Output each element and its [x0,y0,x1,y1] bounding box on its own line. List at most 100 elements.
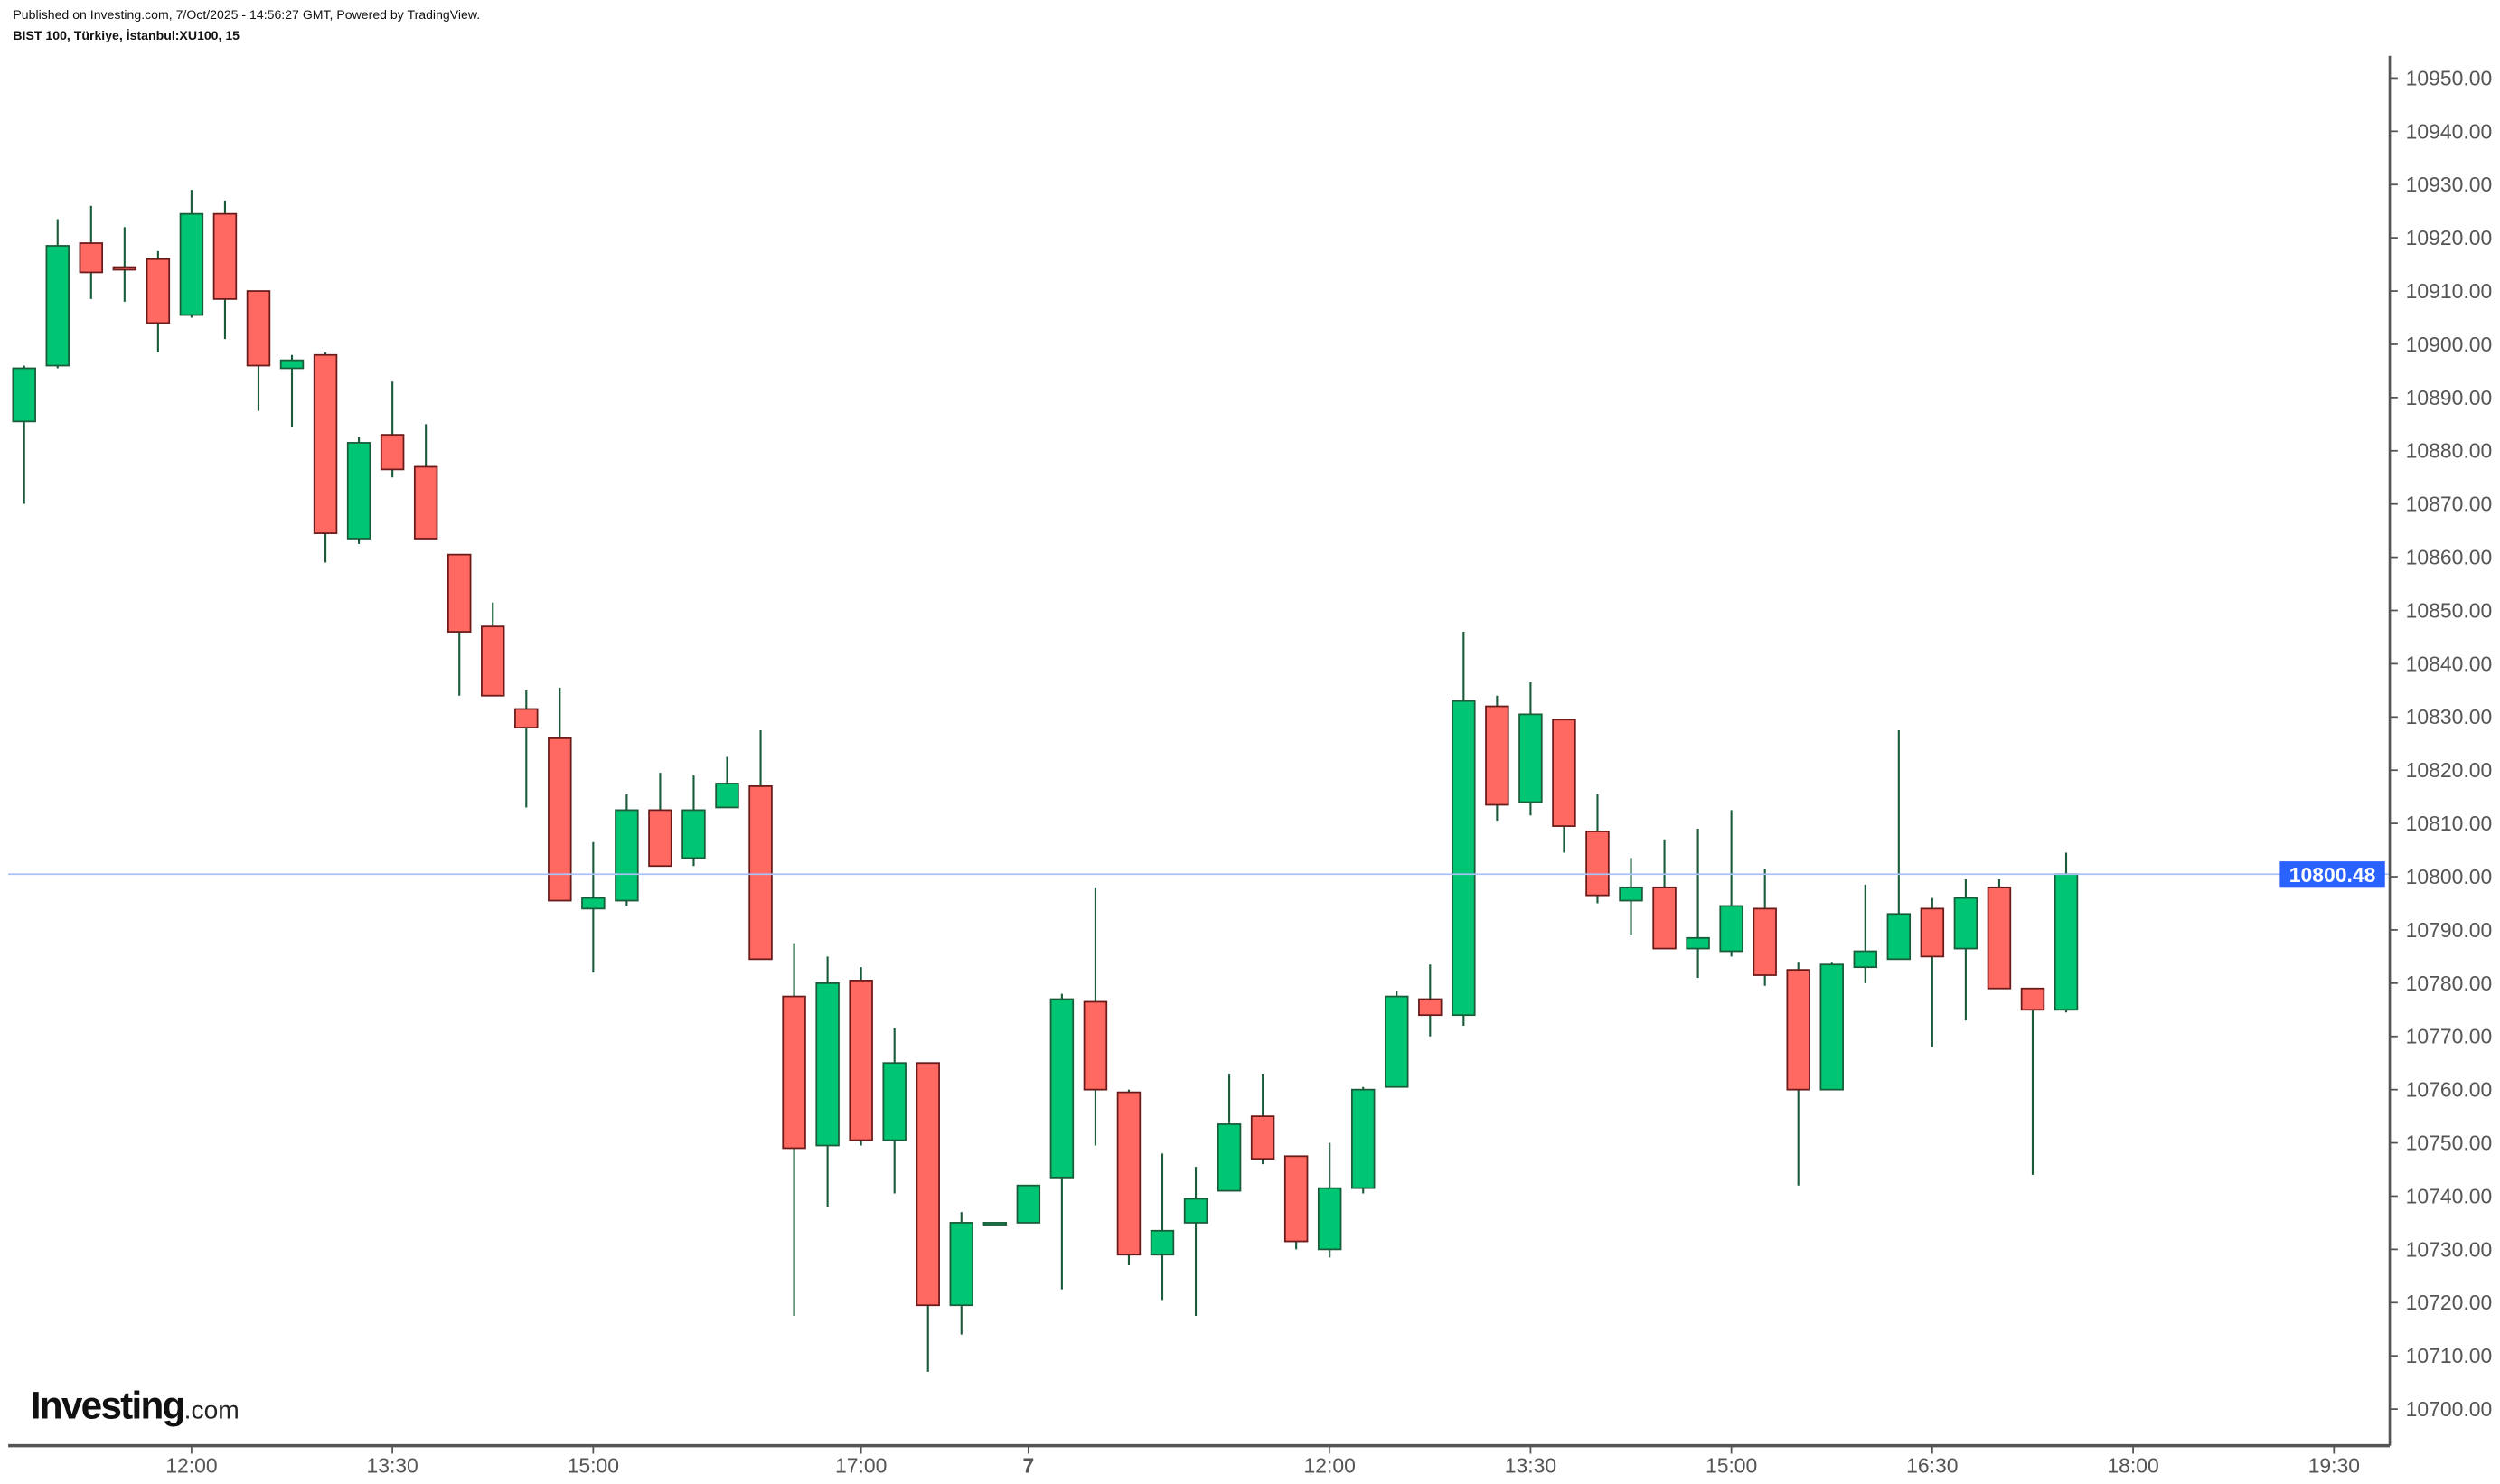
candle[interactable] [1418,964,1443,1037]
candle[interactable] [548,687,572,902]
candle[interactable] [1987,878,2012,990]
candle[interactable] [1753,869,1777,986]
candle-body-up [882,1062,907,1141]
candle[interactable] [1953,878,1978,1021]
candle-body-up [12,367,36,423]
candle[interactable] [45,219,70,369]
published-note: Published on Investing.com, 7/Oct/2025 -… [13,7,480,22]
candle-body-up [1016,1184,1041,1224]
candle[interactable] [112,227,137,302]
candle-body-up [179,212,204,316]
candle[interactable] [916,1062,940,1372]
price-tick-label: 10890.00 [2406,386,2493,409]
candle[interactable] [1217,1073,1242,1192]
candle[interactable] [1452,632,1476,1026]
price-tick-label: 10740.00 [2406,1184,2493,1207]
price-tick-label: 10790.00 [2406,918,2493,942]
candle[interactable] [279,354,305,427]
candle[interactable] [1652,839,1677,950]
candle-body-up [1619,886,1643,902]
candle-body-up [1049,998,1075,1179]
candle[interactable] [1518,682,1543,816]
candle-body-down [1585,831,1610,897]
candle[interactable] [1853,884,1878,983]
candle[interactable] [246,290,271,411]
time-tick-label: 19:30 [2308,1454,2360,1478]
candle[interactable] [581,841,606,973]
candle[interactable] [346,437,371,544]
candle[interactable] [79,205,104,299]
candle[interactable] [1317,1142,1342,1258]
candle[interactable] [1385,991,1409,1088]
candle-body-up [1150,1229,1175,1256]
candle[interactable] [882,1028,907,1194]
candle[interactable] [1116,1089,1142,1266]
price-tick-label: 10860.00 [2406,546,2493,569]
candle[interactable] [648,773,672,868]
price-tick-label: 10780.00 [2406,972,2493,995]
candle[interactable] [1886,730,1912,961]
candle-body-up [1686,936,1710,950]
candle[interactable] [1350,1086,1376,1194]
candle[interactable] [1719,810,1743,957]
candle-body-down [1250,1115,1275,1160]
candle-body-up [581,897,606,910]
candle[interactable] [413,424,438,540]
candle[interactable] [748,730,773,961]
candle[interactable] [212,200,238,340]
time-axis-ticks: 12:00 13:30 15:00 17:00 7 12:00 13:30 15:00 16:3… [165,1445,2360,1478]
candle[interactable] [1485,695,1509,822]
candle-body-down [548,737,572,902]
candle[interactable] [1619,858,1643,935]
candle[interactable] [179,190,204,318]
candle[interactable] [446,553,472,696]
candle[interactable] [1585,794,1610,904]
candle-body-up [1317,1187,1342,1251]
candle-body-down [1920,907,1945,958]
logo: Investing.com [31,1385,240,1427]
candle[interactable] [715,756,739,809]
candle[interactable] [1250,1073,1275,1165]
candle-body-down [782,995,806,1150]
candle[interactable] [782,943,806,1317]
candle-body-down [1552,719,1576,827]
candle[interactable] [1686,829,1710,978]
candle[interactable] [1183,1167,1208,1317]
candle[interactable] [1786,962,1810,1186]
candle-body-down [849,980,873,1141]
candle[interactable] [982,1222,1008,1226]
candle[interactable] [1016,1184,1041,1224]
price-tick-label: 10850.00 [2406,598,2493,622]
candle[interactable] [1920,897,1945,1047]
candle[interactable] [2054,852,2079,1013]
candle[interactable] [1819,962,1844,1091]
candle-body-up [1217,1123,1242,1192]
candle[interactable] [146,250,171,352]
candle[interactable] [481,602,505,697]
candle[interactable] [949,1212,973,1335]
candle[interactable] [514,690,539,808]
candle[interactable] [815,956,840,1207]
time-tick-label: 12:00 [1304,1454,1356,1478]
candle[interactable] [12,365,36,504]
candle[interactable] [1552,719,1576,853]
candle-body-down [1116,1091,1142,1256]
time-tick-label: 18:00 [2107,1454,2158,1478]
candle[interactable] [615,794,639,906]
candle-body-down [748,785,773,961]
candle-body-down [1283,1155,1309,1243]
candle[interactable] [1283,1155,1309,1250]
candle[interactable] [1150,1153,1175,1301]
price-tick-label: 10920.00 [2406,226,2493,249]
candle[interactable] [313,352,338,563]
candle[interactable] [1083,887,1108,1146]
price-tick-label: 10770.00 [2406,1025,2493,1048]
candle[interactable] [681,775,706,867]
candle[interactable] [2020,987,2045,1175]
candle[interactable] [380,381,405,478]
candle[interactable] [849,967,873,1146]
candle[interactable] [1049,993,1075,1290]
candle-body-down [246,290,271,367]
price-tick-label: 10950.00 [2406,66,2493,89]
